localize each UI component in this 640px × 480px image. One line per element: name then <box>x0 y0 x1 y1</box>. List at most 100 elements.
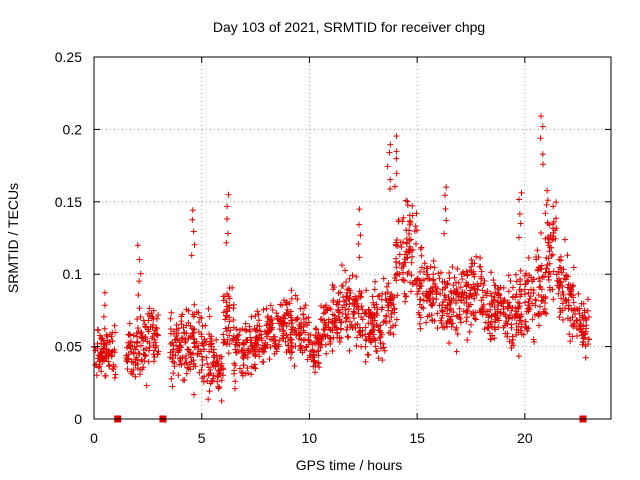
data-point <box>362 309 369 316</box>
data-point <box>446 275 453 282</box>
data-point <box>453 348 460 355</box>
data-point <box>288 349 295 356</box>
data-point <box>564 252 571 259</box>
data-point <box>342 297 349 304</box>
data-point <box>380 344 387 351</box>
data-point <box>103 331 110 338</box>
data-point <box>339 304 346 311</box>
data-point <box>555 284 562 291</box>
data-point <box>526 304 533 311</box>
data-point <box>538 262 545 269</box>
data-point <box>409 253 416 260</box>
data-point <box>436 275 443 282</box>
data-point <box>488 318 495 325</box>
data-point <box>323 350 330 357</box>
data-point <box>95 355 102 362</box>
data-point <box>212 363 219 370</box>
data-point <box>145 358 152 365</box>
data-point <box>95 327 102 334</box>
data-point <box>431 317 438 324</box>
data-point <box>124 366 131 373</box>
data-point <box>346 275 353 282</box>
data-point <box>343 315 350 322</box>
data-point <box>284 342 291 349</box>
data-point <box>447 316 454 323</box>
data-point <box>541 306 548 313</box>
data-point <box>450 309 457 316</box>
data-point <box>491 335 498 342</box>
data-point <box>547 232 554 239</box>
data-point <box>531 338 538 345</box>
data-point <box>416 311 423 318</box>
data-point <box>576 305 583 312</box>
data-point <box>463 295 470 302</box>
data-point <box>401 290 408 297</box>
data-point <box>231 360 238 367</box>
data-point <box>94 340 101 347</box>
data-point <box>167 326 174 333</box>
grid-lines <box>94 57 611 419</box>
data-point <box>393 133 400 140</box>
data-point <box>388 311 395 318</box>
data-point <box>534 267 541 274</box>
data-point <box>435 270 442 277</box>
data-point <box>404 198 411 205</box>
data-point <box>346 318 353 325</box>
data-point <box>449 264 456 271</box>
data-point <box>283 301 290 308</box>
data-point <box>100 337 107 344</box>
data-point <box>307 331 314 338</box>
data-point <box>405 248 412 255</box>
data-point <box>372 343 379 350</box>
data-point <box>443 217 450 224</box>
data-point <box>173 322 180 329</box>
data-point <box>205 396 212 403</box>
data-point <box>376 334 383 341</box>
data-point <box>434 325 441 332</box>
data-point <box>240 341 247 348</box>
data-point <box>358 314 365 321</box>
data-point <box>96 332 103 339</box>
data-point <box>558 269 565 276</box>
data-point <box>393 277 400 284</box>
data-point <box>183 322 190 329</box>
data-point <box>411 228 418 235</box>
data-point <box>316 364 323 371</box>
data-point <box>505 272 512 279</box>
data-point <box>188 252 195 259</box>
data-point <box>513 278 520 285</box>
data-point <box>463 309 470 316</box>
data-point <box>442 304 449 311</box>
data-point <box>150 351 157 358</box>
data-point <box>137 366 144 373</box>
data-point <box>276 326 283 333</box>
data-point <box>314 359 321 366</box>
data-point <box>550 203 557 210</box>
data-point <box>423 271 430 278</box>
data-point <box>134 338 141 345</box>
data-point <box>273 310 280 317</box>
data-point <box>134 242 141 249</box>
data-point <box>340 282 347 289</box>
data-point <box>220 331 227 338</box>
y-tick-label: 0.2 <box>63 121 83 137</box>
data-point <box>417 280 424 287</box>
data-point <box>557 265 564 272</box>
data-point <box>455 279 462 286</box>
data-point <box>355 221 362 228</box>
data-point <box>384 163 391 170</box>
data-point <box>585 314 592 321</box>
data-point <box>222 325 229 332</box>
data-point <box>247 334 254 341</box>
data-point <box>477 254 484 261</box>
data-point <box>492 310 499 317</box>
data-point <box>224 230 231 237</box>
data-point <box>545 273 552 280</box>
y-tick-label: 0.15 <box>55 194 82 210</box>
data-point <box>240 362 247 369</box>
data-point <box>529 300 536 307</box>
data-point <box>175 372 182 379</box>
x-tick-label: 0 <box>90 430 98 446</box>
data-point <box>387 185 394 192</box>
data-point <box>135 350 142 357</box>
